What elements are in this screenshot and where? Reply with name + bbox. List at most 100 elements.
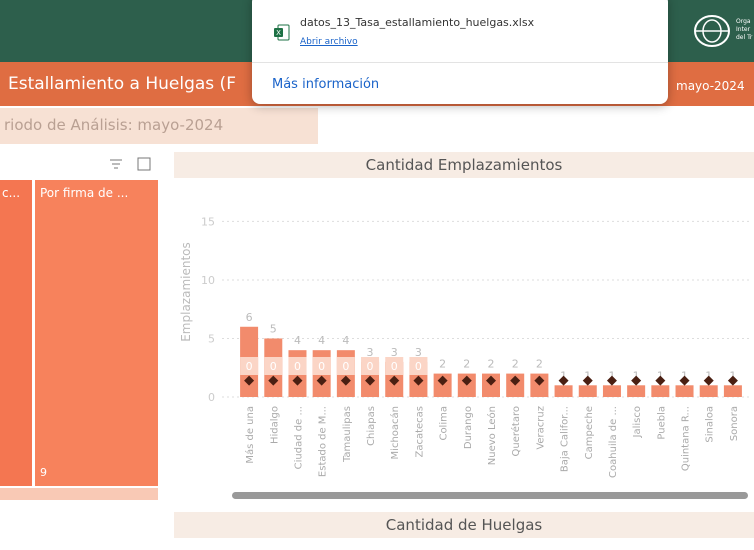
marker [340, 375, 351, 386]
value-label: 3 [391, 346, 398, 359]
subtitle: riodo de Análisis: mayo-2024 [4, 116, 224, 134]
marker [679, 375, 690, 386]
scrollbar[interactable] [232, 492, 748, 499]
open-file-link[interactable]: Abrir archivo [300, 37, 358, 47]
marker [486, 375, 496, 386]
marker [655, 375, 666, 386]
divider [252, 62, 668, 63]
tile-value: 9 [40, 466, 47, 479]
period-badge: mayo-2024 [676, 79, 745, 93]
secondary-label: 0 [367, 360, 374, 373]
x-tick-label: Puebla [656, 406, 667, 440]
bar [627, 385, 646, 397]
value-label: 4 [318, 334, 325, 347]
x-tick-label: Michoacán [389, 406, 401, 459]
marker [534, 375, 545, 386]
y-tick-label: 15 [201, 215, 215, 228]
secondary-band [336, 357, 355, 375]
x-tick-label: Chiapas [366, 406, 377, 446]
value-label: 4 [294, 334, 301, 347]
y-axis-label: Emplazamientos [179, 242, 193, 342]
x-tick-label: Jalisco [632, 406, 643, 438]
chart-title: Cantidad de Huelgas [174, 512, 754, 538]
dashboard-title: Estallamiento a Huelgas (F [8, 74, 236, 94]
x-tick-label: Tamaulipas [342, 406, 353, 463]
marker [292, 375, 303, 386]
secondary-label: 0 [342, 360, 349, 373]
secondary-band [264, 357, 283, 375]
x-tick-label: Nuevo León [486, 406, 498, 465]
y-tick-label: 0 [208, 391, 215, 404]
x-tick-label: Zacatecas [414, 406, 425, 458]
excel-icon: X [274, 24, 290, 41]
logo-text: del Tr [736, 34, 753, 41]
marker [244, 375, 255, 386]
subtitle-strip [0, 108, 318, 144]
y-tick-label: 5 [208, 332, 215, 345]
x-tick-label: Campeche [584, 406, 595, 459]
svg-text:X: X [276, 29, 281, 37]
marker [703, 375, 714, 386]
secondary-label: 0 [246, 360, 253, 373]
value-label: 2 [463, 358, 470, 371]
panel-icons [110, 157, 151, 171]
value-label: 6 [246, 311, 253, 324]
marker [510, 375, 521, 386]
secondary-band [361, 357, 380, 375]
x-tick-label: Quintana R... [681, 406, 692, 471]
value-label: 2 [536, 358, 543, 371]
secondary-label: 0 [294, 360, 301, 373]
logo-text: Orga [736, 18, 751, 25]
bar [602, 385, 621, 397]
value-label: 2 [439, 358, 446, 371]
value-label: 5 [270, 322, 277, 335]
x-tick-label: Coahuila de ... [608, 406, 619, 478]
x-tick-label: Más de una [244, 406, 256, 464]
secondary-band [240, 357, 259, 375]
marker [413, 375, 424, 386]
x-tick-label: Ciudad de ... [293, 406, 304, 469]
secondary-label: 0 [318, 360, 325, 373]
marker [316, 375, 327, 386]
x-tick-label: Colima [439, 406, 450, 441]
scroll-strip [0, 488, 158, 500]
x-tick-label: Estado de M... [318, 406, 329, 477]
secondary-band [385, 357, 404, 375]
marker [727, 375, 738, 386]
marker [268, 375, 279, 386]
secondary-band [312, 357, 331, 375]
marker [461, 375, 472, 386]
treemap-tile[interactable] [35, 180, 158, 486]
tile-label: c... [2, 186, 21, 200]
tile-label: Por firma de ... [40, 186, 129, 200]
download-popup [252, 0, 668, 104]
logo-text: Inter [736, 26, 751, 33]
x-tick-label: Sonora [729, 406, 740, 441]
file-name: datos_13_Tasa_estallamiento_huelgas.xlsx [300, 16, 535, 29]
marker [606, 375, 617, 386]
x-tick-label: Durango [463, 406, 474, 449]
bar [675, 385, 694, 397]
secondary-label: 0 [391, 360, 398, 373]
x-tick-label: Hidalgo [269, 406, 280, 444]
secondary-label: 0 [415, 360, 422, 373]
bar [578, 385, 597, 397]
bar [651, 385, 670, 397]
logo-icon [694, 15, 730, 47]
x-tick-label: Veracruz [535, 406, 546, 450]
more-info-link[interactable]: Más información [272, 77, 380, 92]
treemap-tile[interactable] [0, 180, 32, 486]
marker [389, 375, 400, 386]
x-tick-label: Querétaro [510, 406, 522, 456]
secondary-band [288, 357, 307, 375]
secondary-band [409, 357, 428, 375]
value-label: 4 [342, 334, 349, 347]
marker [582, 375, 593, 386]
marker [365, 375, 376, 386]
value-label: 2 [488, 358, 495, 371]
y-tick-label: 10 [201, 274, 215, 287]
value-label: 3 [415, 346, 422, 359]
marker [631, 375, 642, 386]
x-tick-label: Baja Califor... [560, 406, 571, 472]
